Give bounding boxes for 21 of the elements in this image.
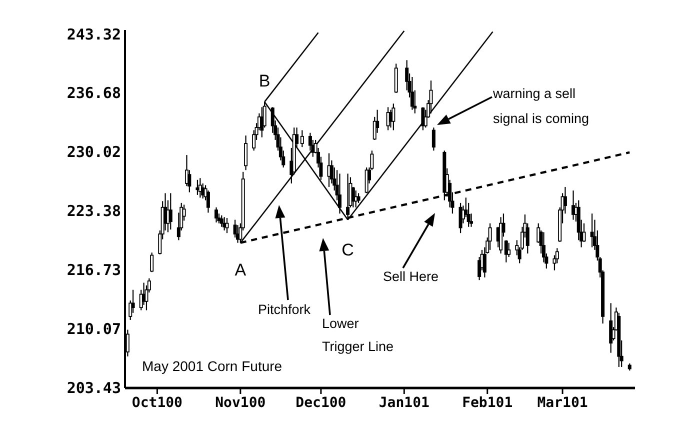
- y-tick-label: 203.43: [66, 379, 121, 397]
- annotation: warning a sell signal is coming: [492, 86, 590, 126]
- annotation: B: [258, 71, 270, 90]
- annotation: Lower Trigger Line: [322, 316, 394, 354]
- annotation: Pitchfork: [258, 302, 311, 317]
- annotation: A: [234, 260, 247, 280]
- x-tick-label: Nov100: [215, 395, 266, 411]
- x-tick-label: Mar101: [537, 395, 588, 411]
- x-tick-label: Feb101: [462, 395, 513, 411]
- y-tick-label: 236.68: [66, 84, 121, 102]
- y-tick-label: 210.07: [66, 320, 121, 338]
- x-tick-label: Jan101: [378, 395, 430, 411]
- y-tick-label: 243.32: [66, 25, 121, 44]
- y-tick-label: 216.73: [66, 261, 121, 280]
- y-tick-label: 230.02: [66, 143, 121, 162]
- annotation: Sell Here: [383, 269, 439, 284]
- text: May 2001 Corn Future: [142, 358, 282, 374]
- x-tick-label: Oct100: [132, 395, 182, 411]
- y-tick-label: 223.38: [66, 202, 121, 220]
- annotation: C: [342, 240, 354, 260]
- x-tick-label: Dec100: [296, 395, 346, 411]
